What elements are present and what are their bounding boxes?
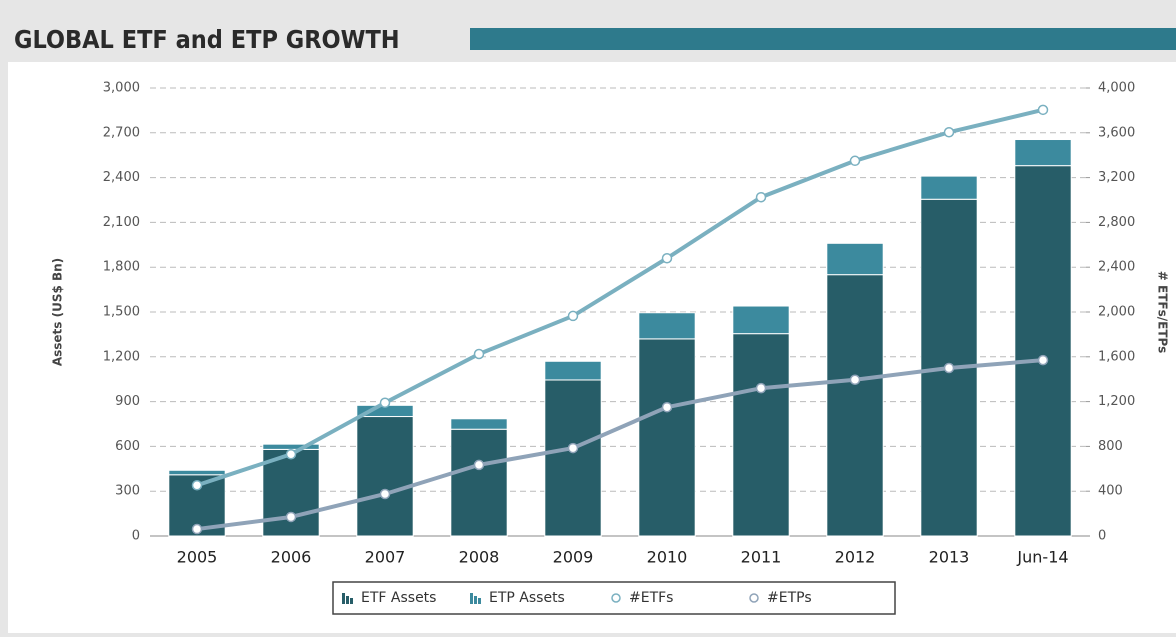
y2-tick-label: 3,200 (1098, 170, 1135, 185)
legend-label: #ETFs (629, 590, 673, 606)
line-point (473, 459, 485, 471)
legend-label: #ETPs (767, 590, 812, 606)
bar-segment (826, 274, 884, 537)
y-tick-label: 3,000 (103, 81, 140, 96)
line-point (1037, 354, 1049, 366)
bar-segment (1014, 139, 1072, 167)
y2-axis-label: # ETFs/ETPs (1156, 271, 1170, 353)
legend-marker (749, 593, 759, 603)
line-point (191, 523, 203, 535)
legend-marker (478, 598, 481, 604)
y2-tick-label: 2,800 (1098, 215, 1135, 230)
line-point (567, 310, 579, 322)
line-point (285, 448, 297, 460)
y-tick-label: 300 (115, 484, 140, 499)
y-tick-label: 2,700 (103, 125, 140, 140)
bar-segment (826, 242, 884, 276)
bar-segment (638, 338, 696, 537)
y2-tick-label: 1,200 (1098, 394, 1135, 409)
bar-segment (732, 305, 790, 335)
line-point (191, 480, 203, 491)
x-tick-label: 2011 (741, 548, 782, 567)
bar-segment (638, 312, 696, 340)
y-tick-label: 900 (115, 394, 140, 409)
title-bar (470, 28, 1176, 50)
line-point (943, 126, 955, 138)
y-axis-label: Assets (US$ Bn) (51, 258, 65, 366)
x-tick-label: 2008 (459, 548, 500, 567)
legend-marker (611, 593, 621, 603)
line-point (943, 362, 955, 374)
legend-marker (474, 596, 477, 604)
line-point (661, 252, 673, 264)
line-point (849, 155, 861, 167)
bar-segment (356, 416, 414, 537)
line-point (849, 374, 861, 386)
legend-marker (342, 593, 345, 604)
y2-tick-label: 0 (1098, 529, 1106, 544)
bar-segment (544, 379, 602, 537)
y-tick-label: 2,400 (103, 170, 140, 185)
y2-tick-label: 400 (1098, 484, 1123, 499)
y-tick-label: 1,200 (103, 349, 140, 364)
y2-tick-label: 1,600 (1098, 349, 1135, 364)
x-tick-label: 2013 (929, 548, 970, 567)
bar-segment (168, 469, 226, 476)
chart-title: GLOBAL ETF and ETP GROWTH (14, 25, 400, 54)
panel (8, 62, 1176, 633)
x-tick-label: 2010 (647, 548, 688, 567)
y2-tick-label: 4,000 (1098, 81, 1135, 96)
line-point (379, 397, 391, 408)
bar-segment (450, 428, 508, 537)
x-tick-label: 2009 (553, 548, 594, 567)
bar-segment (1014, 165, 1072, 537)
bar-segment (544, 360, 602, 381)
y2-tick-label: 800 (1098, 439, 1123, 454)
line (196, 107, 1044, 488)
legend-marker (350, 598, 353, 604)
x-tick-label: Jun-14 (1016, 548, 1068, 567)
y-tick-label: 1,800 (103, 260, 140, 275)
y-tick-label: 2,100 (103, 215, 140, 230)
bar-segment (920, 175, 978, 200)
legend-marker (470, 593, 473, 604)
x-tick-label: 2007 (365, 548, 406, 567)
y2-tick-label: 3,600 (1098, 125, 1135, 140)
line-point (285, 511, 297, 523)
legend-label: ETF Assets (361, 590, 436, 606)
x-tick-label: 2005 (177, 548, 218, 567)
line-point (1037, 104, 1049, 116)
y2-tick-label: 2,400 (1098, 260, 1135, 275)
line-point (567, 442, 579, 454)
bar-segment (732, 333, 790, 537)
y-tick-label: 0 (132, 529, 140, 544)
y2-tick-label: 2,000 (1098, 305, 1135, 320)
line-point (473, 348, 485, 360)
x-tick-label: 2012 (835, 548, 876, 567)
y-tick-label: 1,500 (103, 305, 140, 320)
line-point (379, 488, 391, 500)
y-tick-label: 600 (115, 439, 140, 454)
legend-marker (346, 596, 349, 604)
x-tick-label: 2006 (271, 548, 312, 567)
line-point (755, 191, 767, 203)
line (196, 358, 1044, 532)
line-point (755, 382, 767, 394)
bar-segment (450, 418, 508, 430)
legend-label: ETP Assets (489, 590, 565, 606)
line-point (661, 401, 673, 413)
